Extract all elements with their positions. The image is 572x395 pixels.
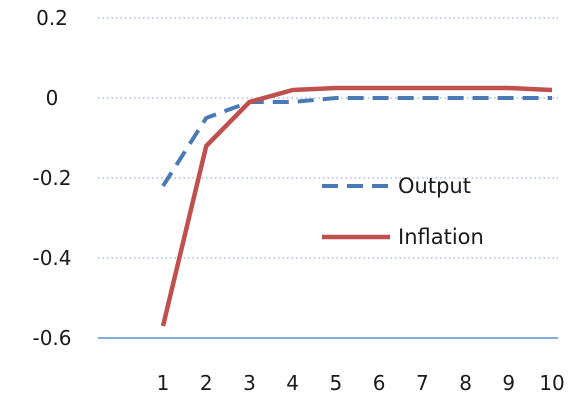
series-line-inflation — [160, 85, 553, 327]
x-tick-label: 6 — [373, 371, 386, 395]
series-lines — [160, 85, 553, 327]
y-tick-label: -0.4 — [32, 246, 71, 270]
gridlines — [98, 17, 558, 259]
legend-label-output: Output — [398, 174, 471, 198]
x-tick-label: 1 — [157, 371, 170, 395]
x-tick-label: 3 — [243, 371, 256, 395]
x-tick-label: 9 — [502, 371, 515, 395]
y-tick-label: -0.2 — [32, 166, 71, 190]
y-tick-labels: 0.2 0 -0.2 -0.4 -0.6 — [32, 6, 71, 350]
x-tick-label: 8 — [459, 371, 472, 395]
x-tick-label: 5 — [330, 371, 343, 395]
x-tick-label: 2 — [200, 371, 213, 395]
x-tick-label: 4 — [286, 371, 299, 395]
y-tick-label: -0.6 — [32, 326, 71, 350]
legend: Output Inflation — [322, 174, 484, 249]
x-tick-label: 10 — [539, 371, 564, 395]
series-line-output — [161, 96, 552, 188]
x-tick-label: 7 — [416, 371, 429, 395]
y-tick-label: 0.2 — [36, 6, 68, 30]
x-tick-labels: 1 2 3 4 5 6 7 8 9 10 — [157, 371, 565, 395]
y-tick-label: 0 — [46, 86, 59, 110]
legend-label-inflation: Inflation — [398, 225, 484, 249]
